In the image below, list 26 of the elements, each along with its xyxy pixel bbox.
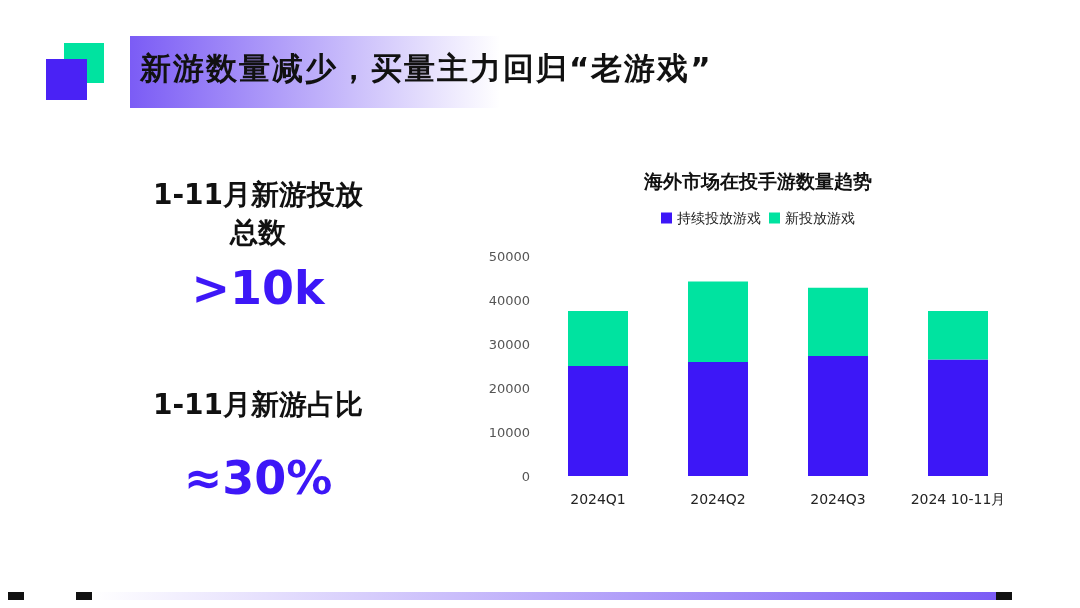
y-tick-label: 30000 [488,336,530,352]
y-tick-label: 40000 [488,292,530,308]
legend-label: 新投放游戏 [785,210,855,226]
text: ≈30% [182,450,334,507]
text: 新游数量减少，买量主力回归“老游戏” [140,49,713,88]
bar [928,359,988,476]
x-tick-label: 2024Q3 [810,491,866,507]
legend-label: 持续投放游戏 [677,210,761,226]
x-tick-label: 2024Q2 [690,491,746,507]
bar [928,311,988,360]
x-tick-label: 2024 10-11月 [910,491,1006,507]
chart-title: 海外市场在投手游数量趋势 [643,169,872,192]
bar [568,366,628,476]
y-tick-label: 10000 [488,424,530,440]
text: 1-11月新游投放总数 [151,177,365,251]
bar [808,287,868,356]
y-tick-label: 50000 [488,248,530,264]
bar [688,281,748,363]
text: 1-11月新游占比 [151,387,365,423]
bar [688,362,748,476]
x-tick-label: 2024Q1 [570,491,626,507]
text: >10k [190,260,326,317]
bar [568,311,628,366]
y-tick-label: 20000 [488,380,530,396]
bar [808,355,868,476]
y-tick-label: 0 [521,468,530,484]
